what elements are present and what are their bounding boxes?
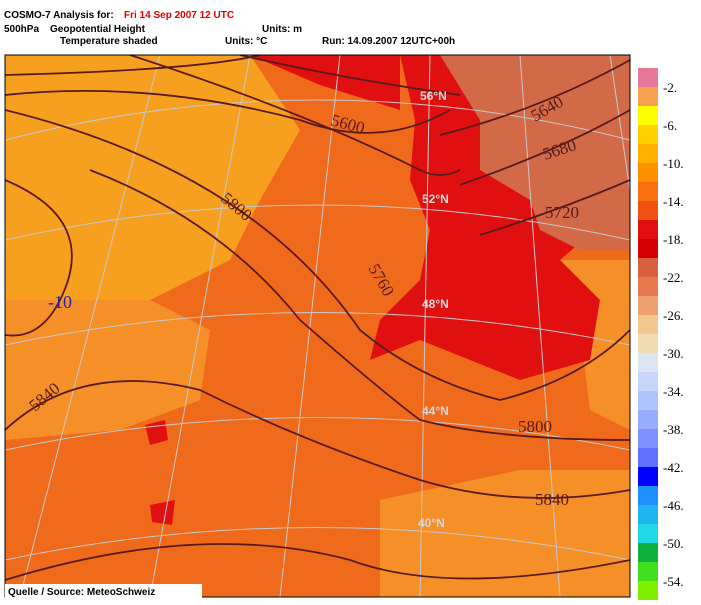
colorbar-swatch — [638, 220, 658, 239]
latitude-label: 48°N — [422, 297, 449, 311]
latitude-label: 56°N — [420, 89, 447, 103]
colorbar-swatch — [638, 277, 658, 296]
contour-label: 5840 — [535, 490, 569, 509]
colorbar-swatch — [638, 581, 658, 600]
source-box — [5, 584, 202, 598]
colorbar-swatch — [638, 486, 658, 505]
colorbar-swatch — [638, 125, 658, 144]
colorbar-label: -30. — [663, 346, 684, 361]
colorbar-swatch — [638, 296, 658, 315]
header-date: Fri 14 Sep 2007 12 UTC — [124, 10, 234, 21]
header-product: COSMO-7 Analysis for: — [4, 10, 114, 21]
source: Quelle / Source: MeteoSchweiz — [8, 587, 155, 598]
contour-label: 5720 — [545, 203, 579, 222]
header-level: 500hPa — [4, 24, 39, 35]
colorbar-swatch — [638, 543, 658, 562]
colorbar-label: -54. — [663, 574, 684, 589]
colorbar: -2. -6. -10. -14. -18. -22. -26. -30. -34. -38. -4… — [638, 68, 684, 600]
colorbar-label: -10. — [663, 156, 684, 171]
latitude-label: 44°N — [422, 404, 449, 418]
colorbar-label: -18. — [663, 232, 684, 247]
colorbar-label: -38. — [663, 422, 684, 437]
colorbar-swatch — [638, 68, 658, 87]
header-field1: Geopotential Height — [50, 24, 146, 35]
colorbar-swatch — [638, 562, 658, 581]
map: 5600 5640 5680 5720 5760 5800 5800 5840 … — [5, 55, 630, 597]
colorbar-swatch — [638, 372, 658, 391]
colorbar-swatch — [638, 182, 658, 201]
colorbar-label: -50. — [663, 536, 684, 551]
colorbar-swatch — [638, 353, 658, 372]
colorbar-label: -26. — [663, 308, 684, 323]
colorbar-swatch — [638, 429, 658, 448]
colorbar-label: -6. — [663, 118, 677, 133]
colorbar-label: -14. — [663, 194, 684, 209]
colorbar-swatch — [638, 144, 658, 163]
latitude-label: 52°N — [422, 192, 449, 206]
colorbar-swatch — [638, 334, 658, 353]
colorbar-swatch — [638, 410, 658, 429]
colorbar-swatch — [638, 524, 658, 543]
colorbar-swatch — [638, 391, 658, 410]
colorbar-swatch — [638, 505, 658, 524]
map-frame — [4, 54, 631, 598]
colorbar-swatch — [638, 239, 658, 258]
colorbar-label: -34. — [663, 384, 684, 399]
colorbar-swatch — [638, 201, 658, 220]
colorbar-label: -2. — [663, 80, 677, 95]
colorbar-swatch — [638, 258, 658, 277]
colorbar-label: -42. — [663, 460, 684, 475]
colorbar-swatch — [638, 106, 658, 125]
temperature-label: -10 — [48, 292, 72, 312]
colorbar-swatch — [638, 163, 658, 182]
header-units2: Units: °C — [225, 36, 267, 47]
header-run: Run: 14.09.2007 12UTC+00h — [322, 36, 455, 47]
latitude-label: 40°N — [418, 516, 445, 530]
colorbar-swatch — [638, 448, 658, 467]
contour-label: 5800 — [518, 417, 552, 436]
header-units1: Units: m — [262, 24, 302, 35]
header-field2: Temperature shaded — [60, 36, 158, 47]
colorbar-label: -22. — [663, 270, 684, 285]
colorbar-swatch — [638, 315, 658, 334]
colorbar-label: -46. — [663, 498, 684, 513]
colorbar-swatch — [638, 87, 658, 106]
colorbar-swatch — [638, 467, 658, 486]
